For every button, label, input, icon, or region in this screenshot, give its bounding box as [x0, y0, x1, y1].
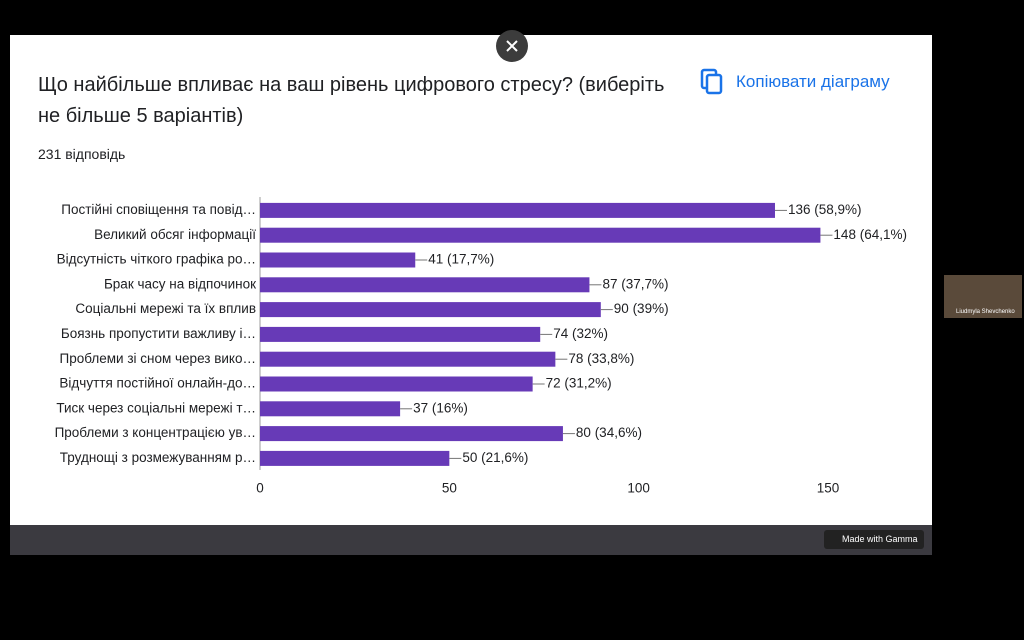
value-label: 80 (34,6%) — [576, 425, 642, 440]
bar — [260, 252, 416, 268]
value-label: 72 (31,2%) — [546, 376, 612, 391]
y-tick-label: Проблеми зі сном через вико… — [60, 351, 256, 366]
chart-title: Що найбільше впливає на ваш рівень цифро… — [38, 74, 665, 127]
y-tick-label: Боязнь пропустити важливу і… — [61, 326, 256, 341]
y-tick-label: Соціальні мережі та їх вплив — [75, 301, 256, 316]
value-label: 50 (21,6%) — [462, 450, 528, 465]
y-tick-label: Відсутність чіткого графіка ро… — [57, 252, 256, 267]
bar — [260, 302, 601, 318]
copy-icon[interactable] — [700, 68, 724, 96]
value-label: 90 (39%) — [614, 301, 669, 316]
y-tick-label: Проблеми з концентрацією ув… — [55, 425, 256, 440]
gamma-badge[interactable]: Made with Gamma — [824, 530, 924, 549]
bar — [260, 351, 556, 367]
bar — [260, 202, 775, 218]
value-label: 37 (16%) — [413, 400, 468, 415]
bar — [260, 376, 533, 392]
value-label: 78 (33,8%) — [568, 351, 634, 366]
x-tick-label: 50 — [442, 481, 457, 496]
participant-video — [944, 275, 1022, 318]
x-tick-label: 150 — [817, 481, 840, 496]
value-label: 87 (37,7%) — [602, 276, 668, 291]
close-button[interactable] — [496, 30, 528, 62]
participant-name: Liudmyla Shevchenko — [956, 309, 1015, 315]
y-tick-label: Тиск через соціальні мережі т… — [56, 400, 256, 415]
x-tick-label: 0 — [256, 481, 264, 496]
y-tick-label: Постійні сповіщення та повід… — [61, 202, 256, 217]
copy-button[interactable]: Копіювати діаграму — [736, 72, 890, 91]
bar — [260, 426, 563, 442]
value-label: 41 (17,7%) — [428, 252, 494, 267]
value-label: 136 (58,9%) — [788, 202, 862, 217]
y-tick-label: Брак часу на відпочинок — [104, 276, 256, 291]
bar — [260, 401, 401, 417]
y-tick-label: Великий обсяг інформації — [94, 227, 256, 242]
y-tick-label: Труднощі з розмежуванням р… — [60, 450, 256, 465]
toolbar-strip — [10, 525, 932, 555]
bar — [260, 326, 541, 342]
bar — [260, 227, 821, 243]
y-tick-label: Відчуття постійної онлайн-до… — [59, 376, 256, 391]
response-count: 231 відповідь — [38, 146, 126, 162]
value-label: 74 (32%) — [553, 326, 608, 341]
bar — [260, 450, 450, 466]
x-tick-label: 100 — [627, 481, 650, 496]
bar — [260, 277, 590, 293]
value-label: 148 (64,1%) — [833, 227, 907, 242]
